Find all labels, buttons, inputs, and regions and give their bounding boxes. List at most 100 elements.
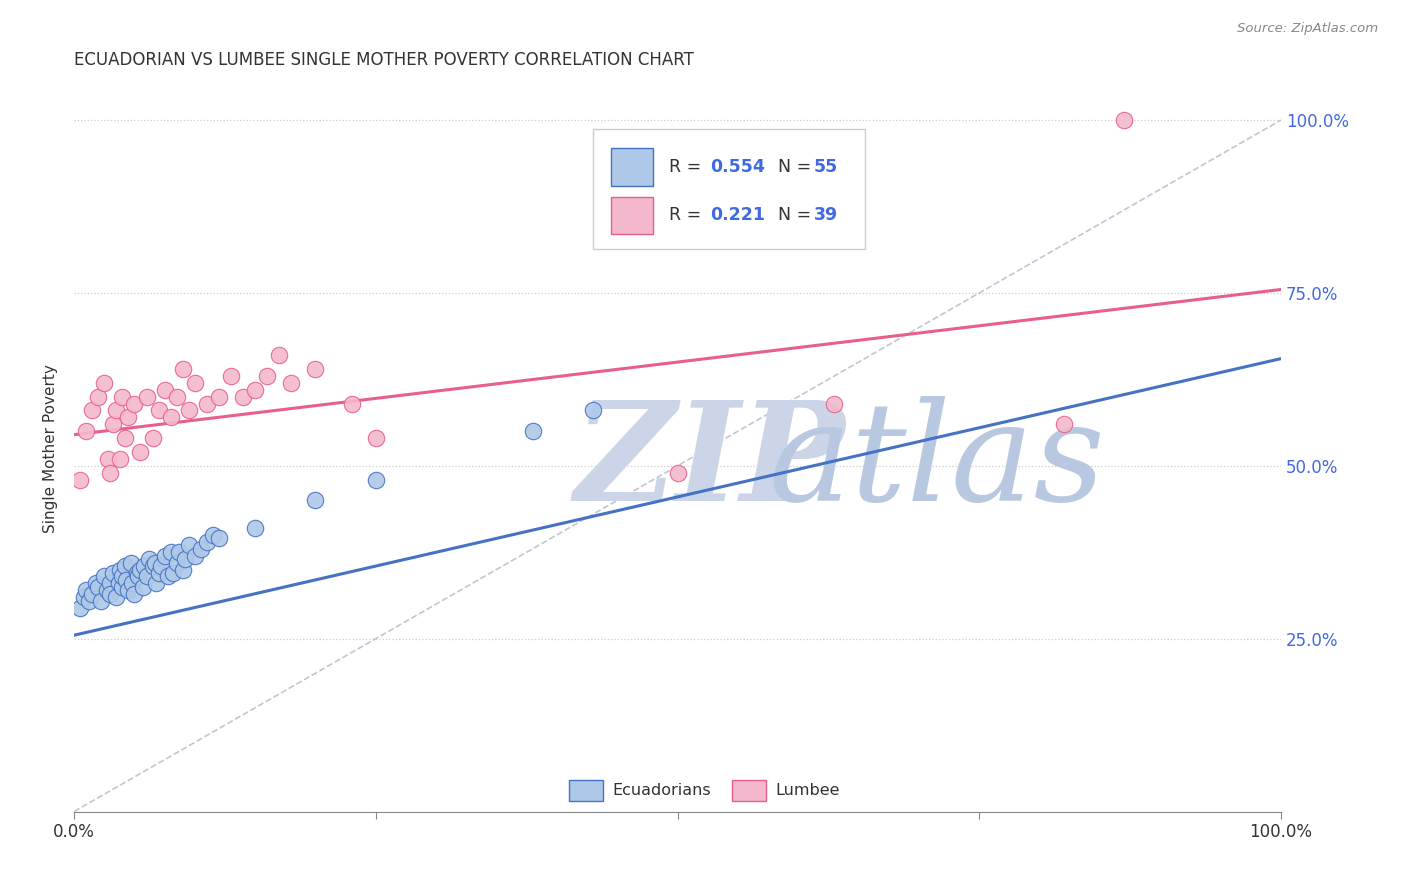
Point (87, 580, 110, 594)
Point (98, 466, 121, 480)
Point (84, 576, 107, 591)
Point (101, 566, 124, 580)
Point (129, 562, 152, 576)
Point (77, 593, 100, 607)
Point (208, 532, 231, 546)
Text: Lumbee: Lumbee (775, 783, 839, 798)
Point (125, 566, 148, 580)
Point (172, 362, 194, 376)
Point (145, 576, 167, 591)
Text: 0.221: 0.221 (710, 206, 765, 225)
Point (115, 573, 138, 587)
Point (121, 576, 143, 591)
Point (190, 541, 212, 556)
Point (141, 431, 163, 445)
FancyBboxPatch shape (612, 196, 654, 235)
Point (87, 390, 110, 404)
Point (174, 552, 197, 566)
Point (124, 396, 146, 410)
Point (666, 466, 689, 480)
Point (117, 583, 139, 598)
Point (304, 493, 326, 508)
Point (582, 403, 605, 417)
Point (280, 376, 302, 390)
Text: N =: N = (778, 206, 817, 225)
Point (129, 445, 152, 459)
FancyBboxPatch shape (569, 780, 603, 801)
Point (93, 569, 115, 583)
Point (75, 583, 97, 598)
Text: 39: 39 (814, 206, 838, 225)
Text: R =: R = (669, 158, 707, 176)
Point (98, 576, 121, 591)
Point (195, 396, 218, 410)
Point (75, 424, 97, 438)
Text: atlas: atlas (768, 396, 1105, 530)
Point (219, 368, 242, 383)
Point (364, 473, 387, 487)
Point (157, 569, 180, 583)
Point (184, 376, 207, 390)
Point (243, 521, 266, 535)
Point (149, 559, 172, 574)
FancyBboxPatch shape (733, 780, 766, 801)
Point (111, 390, 134, 404)
Point (256, 368, 278, 383)
Point (82, 403, 104, 417)
Point (132, 580, 155, 594)
Point (166, 556, 188, 570)
Point (101, 417, 124, 432)
Text: 55: 55 (814, 158, 838, 176)
Point (340, 396, 363, 410)
Point (108, 451, 131, 466)
Point (162, 566, 184, 580)
Point (177, 403, 200, 417)
Point (90, 593, 112, 607)
Point (105, 590, 128, 604)
Point (166, 390, 188, 404)
Point (823, 396, 845, 410)
Text: N =: N = (778, 158, 817, 176)
Text: 0.554: 0.554 (710, 158, 765, 176)
Point (269, 348, 291, 362)
Point (120, 556, 142, 570)
Point (93, 376, 115, 390)
Point (96, 583, 118, 598)
Point (107, 576, 129, 591)
Point (153, 383, 176, 397)
Point (304, 362, 326, 376)
Point (522, 424, 544, 438)
Point (132, 559, 155, 574)
Point (135, 569, 157, 583)
Text: ECUADORIAN VS LUMBEE SINGLE MOTHER POVERTY CORRELATION CHART: ECUADORIAN VS LUMBEE SINGLE MOTHER POVER… (75, 51, 695, 69)
Point (127, 569, 149, 583)
Point (1053, 417, 1076, 432)
Point (73, 590, 96, 604)
Point (98, 587, 121, 601)
Point (159, 410, 181, 425)
Point (143, 556, 166, 570)
Point (114, 559, 136, 574)
Point (364, 431, 387, 445)
Point (243, 383, 266, 397)
Text: Ecuadorians: Ecuadorians (613, 783, 711, 798)
Point (117, 410, 139, 425)
Point (69, 473, 91, 487)
Point (148, 566, 170, 580)
Point (114, 431, 136, 445)
Point (138, 552, 160, 566)
Point (208, 390, 231, 404)
Point (135, 390, 157, 404)
Point (159, 545, 181, 559)
Text: R =: R = (669, 206, 707, 225)
FancyBboxPatch shape (593, 129, 865, 249)
Point (195, 534, 218, 549)
Point (1112, 113, 1135, 128)
Point (167, 545, 190, 559)
Point (105, 403, 128, 417)
Point (111, 580, 134, 594)
Point (124, 587, 146, 601)
Point (148, 403, 170, 417)
Point (172, 562, 194, 576)
Point (141, 559, 163, 574)
